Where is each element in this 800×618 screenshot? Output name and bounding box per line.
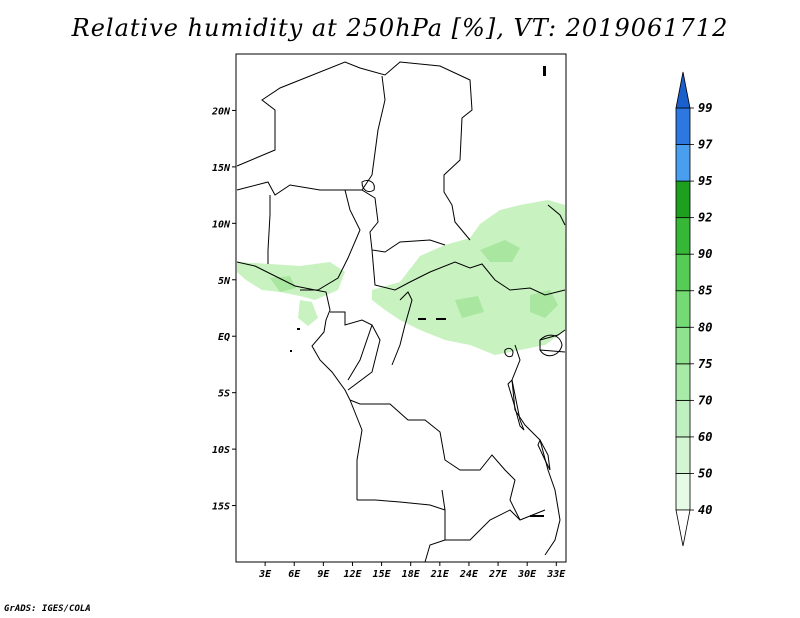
colorbar-label: 40 [698,503,712,517]
colorbar-high-arrow [675,71,691,109]
island-5 [530,515,544,517]
colorbar-label: 50 [698,466,712,480]
colorbar-label: 85 [698,284,712,298]
coast-gulf [236,261,351,401]
colorbar-label: 70 [698,393,712,407]
lat-tick-label: 5S [218,389,230,400]
island-6 [543,66,546,76]
lon-tick-label: 33E [546,569,566,580]
border-kenya [547,204,566,226]
colorbar-low-arrow [675,509,691,547]
colorbar-segment [675,290,691,328]
lakes [361,179,563,471]
colorbar: 40 50 60 70 75 80 85 90 92 95 97 99 [675,71,713,547]
lat-tick-label: 10N [212,219,231,230]
colorbar-segment [675,326,691,365]
colorbar-label: 97 [698,138,713,152]
lake-victoria [539,334,563,357]
colorbar-label: 95 [698,174,712,188]
lat-tick-label: 10S [212,445,230,456]
island-1 [297,328,300,330]
lat-tick-label: 5N [218,276,231,287]
lon-tick-label: 27E [488,569,508,580]
island-2 [290,350,292,352]
colorbar-segment [675,144,691,182]
grads-credit: GrADS: IGES/COLA [4,604,91,614]
island-4 [436,318,446,320]
humidity-core-2 [530,290,558,318]
latitude-ticks: 20N 15N 10N 5N EQ 5S 10S 15S [211,106,236,513]
border-drc [349,399,521,521]
colorbar-segment [675,436,691,474]
lake-malawi [537,438,551,471]
lon-tick-label: 21E [430,569,450,580]
lat-tick-label: 20N [211,106,231,117]
colorbar-segment [675,363,691,401]
border-north [236,61,473,241]
border-congo [330,291,413,391]
colorbar-segment [675,253,691,292]
colorbar-label: 92 [698,211,712,225]
lon-tick-label: 12E [343,569,362,580]
border-nigeria [267,189,361,291]
lon-tick-label: 15E [373,569,392,580]
colorbar-label: 99 [698,101,712,115]
colorbar-segment [675,107,691,145]
border-angola [349,399,446,511]
border-north-2 [361,75,386,191]
humidity-patch-central [372,200,566,355]
lon-tick-label: 9E [317,569,330,580]
lake-chad [361,179,375,193]
island-3 [418,318,426,320]
lon-tick-label: 6E [288,569,301,580]
colorbar-segment [675,399,691,438]
longitude-ticks: 3E 6E 9E 12E 15E 18E 21E 24E 27E 30E 33E [258,562,566,580]
lat-tick-label: 15N [212,163,231,174]
lon-tick-label: 24E [459,569,479,580]
lon-tick-label: 18E [402,569,421,580]
map-frame [235,53,567,563]
coastal-marks [290,66,546,517]
lat-tick-label: 15S [212,502,230,513]
humidity-core-3 [270,276,296,292]
lon-tick-label: 30E [517,569,537,580]
border-car [371,249,566,296]
lon-tick-label: 3E [258,569,272,580]
lake-tanganyika [507,378,525,431]
humidity-patch-gulf [298,300,318,326]
border-south [357,499,546,563]
country-boundaries [236,61,566,563]
lake-volta [504,347,514,358]
colorbar-label: 75 [698,357,712,371]
colorbar-segment [675,217,691,255]
map-title: Relative humidity at 250hPa [%], VT: 201… [71,14,729,42]
border-west [236,181,446,253]
humidity-shading-dense [270,240,558,318]
colorbar-label: 80 [698,320,712,334]
lat-tick-label: EQ [218,332,230,343]
colorbar-segment [675,180,691,219]
colorbar-label: 90 [698,247,712,261]
humidity-core-1 [480,240,520,262]
colorbar-segment [675,473,691,511]
humidity-core-4 [455,296,484,318]
colorbar-label: 60 [698,430,712,444]
